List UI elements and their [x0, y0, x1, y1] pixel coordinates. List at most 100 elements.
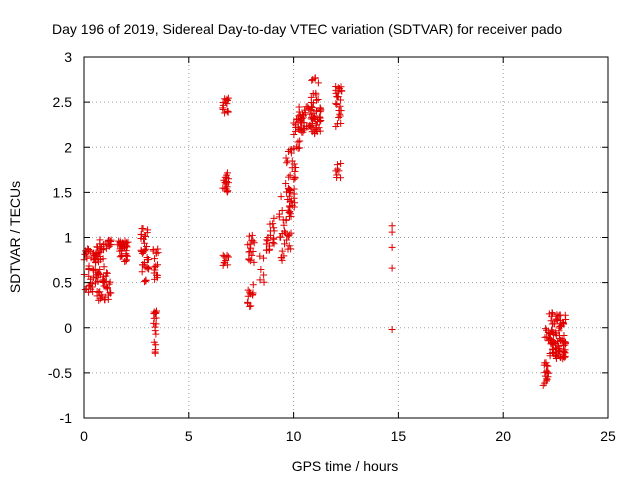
data-point — [244, 241, 252, 249]
data-point — [295, 112, 303, 120]
data-point — [105, 242, 113, 250]
data-point — [301, 106, 309, 114]
data-point — [315, 113, 323, 121]
data-point — [123, 243, 131, 251]
data-point — [124, 238, 132, 246]
y-tick-label: 0 — [64, 320, 72, 336]
data-point — [552, 315, 560, 323]
data-point — [260, 254, 268, 262]
data-point — [308, 128, 316, 136]
data-point — [551, 338, 559, 346]
data-point — [270, 214, 278, 222]
data-point — [87, 254, 95, 262]
data-point — [287, 197, 295, 205]
data-point — [143, 256, 151, 264]
data-point — [224, 169, 232, 177]
data-point — [85, 272, 93, 280]
data-point — [308, 113, 316, 121]
data-point — [250, 239, 258, 247]
data-point — [337, 160, 345, 168]
data-point — [100, 273, 108, 281]
data-point — [143, 263, 151, 271]
data-point — [282, 188, 290, 196]
data-point — [115, 237, 123, 245]
data-point — [137, 231, 145, 239]
data-point — [314, 96, 322, 104]
data-point — [246, 288, 254, 296]
data-point — [317, 106, 325, 114]
data-point — [295, 103, 303, 111]
data-point — [280, 221, 288, 229]
data-point — [561, 349, 569, 357]
data-point — [94, 277, 102, 285]
data-point — [286, 171, 294, 179]
data-point — [298, 119, 306, 127]
y-tick-label: 0.5 — [53, 275, 73, 291]
data-point — [543, 333, 551, 341]
data-point — [122, 239, 130, 247]
axis-ticks: 0 5 10 15 20 25 -1 -0.5 0 0.5 1 1.5 2 2.5 3 — [48, 49, 616, 444]
data-point — [139, 261, 147, 269]
data-point — [333, 101, 341, 109]
data-point — [260, 278, 268, 286]
data-point — [245, 256, 253, 264]
data-point — [266, 231, 274, 239]
data-point — [292, 143, 300, 151]
data-point — [337, 87, 345, 95]
data-point — [152, 262, 160, 270]
data-point — [548, 326, 556, 334]
data-point — [559, 318, 567, 326]
data-point — [287, 245, 295, 253]
data-point — [151, 266, 159, 274]
data-point — [296, 137, 304, 145]
data-point — [290, 190, 298, 198]
data-point — [290, 175, 298, 183]
data-point — [336, 102, 344, 110]
data-point — [118, 247, 126, 255]
data-point — [100, 263, 108, 271]
data-point — [248, 251, 256, 259]
data-point — [154, 271, 162, 279]
data-point — [278, 247, 286, 255]
x-axis-title: GPS time / hours — [292, 458, 399, 474]
data-point — [549, 320, 557, 328]
data-point — [545, 310, 553, 318]
data-point — [337, 120, 345, 128]
data-point — [246, 290, 254, 298]
data-point — [93, 288, 101, 296]
data-point — [219, 101, 227, 109]
data-point — [221, 173, 229, 181]
data-point — [93, 243, 101, 251]
data-point — [315, 124, 323, 132]
data-point — [246, 247, 254, 255]
data-point — [223, 251, 231, 259]
data-point — [279, 216, 287, 224]
data-point — [313, 96, 321, 104]
data-point — [256, 276, 264, 284]
data-point — [140, 239, 148, 247]
data-point — [276, 233, 284, 241]
data-point — [560, 353, 568, 361]
data-point — [139, 235, 147, 243]
data-point — [275, 213, 283, 221]
data-point — [263, 236, 271, 244]
data-point — [150, 263, 158, 271]
x-tick-label: 25 — [600, 428, 616, 444]
data-point — [314, 79, 322, 87]
data-point — [317, 116, 325, 124]
data-point — [96, 236, 104, 244]
data-point — [286, 210, 294, 218]
y-tick-label: -1 — [60, 410, 73, 426]
x-tick-label: 20 — [495, 428, 511, 444]
data-point — [285, 192, 293, 200]
data-point — [141, 278, 149, 286]
data-point — [151, 275, 159, 283]
data-point — [312, 91, 320, 99]
x-tick-label: 10 — [286, 428, 302, 444]
y-tick-label: -0.5 — [48, 365, 72, 381]
data-point — [138, 225, 146, 233]
data-point — [93, 252, 101, 260]
data-point — [543, 361, 551, 369]
data-point — [93, 274, 101, 282]
data-point — [219, 184, 227, 192]
